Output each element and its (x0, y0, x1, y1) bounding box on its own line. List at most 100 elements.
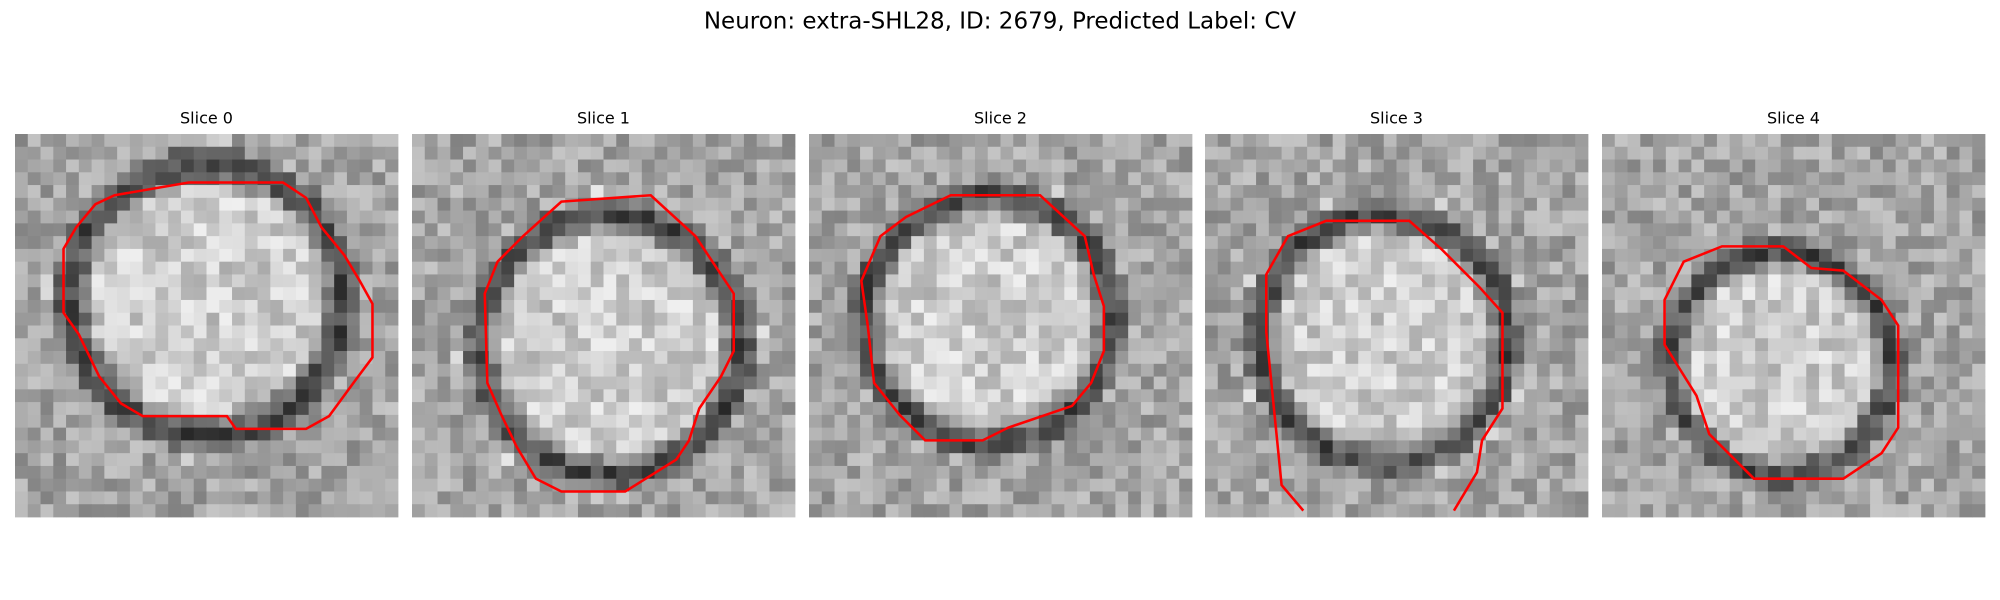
pixel (1819, 248, 1833, 263)
pixel (283, 363, 297, 377)
pixel (155, 287, 169, 301)
pixel (437, 248, 451, 263)
pixel (847, 146, 861, 160)
pixel (860, 172, 874, 186)
pixel (743, 236, 758, 250)
pixel (91, 338, 105, 352)
pixel (168, 402, 182, 416)
pixel (1396, 261, 1410, 275)
pixel (1678, 312, 1692, 326)
pixel (1422, 274, 1436, 288)
panel-title: Slice 4 (1767, 109, 1820, 128)
pixel (244, 402, 258, 416)
pixel (809, 287, 823, 301)
pixel (1511, 159, 1525, 173)
pixel (962, 287, 976, 301)
pixel (1704, 223, 1718, 237)
pixel (359, 491, 373, 505)
pixel (821, 363, 835, 377)
pixel (923, 478, 938, 492)
pixel (1844, 453, 1858, 467)
pixel (898, 134, 912, 148)
pixel (1640, 134, 1654, 148)
pixel (1933, 248, 1948, 263)
pixel (1602, 312, 1616, 326)
pixel (1704, 325, 1718, 339)
pixel (193, 274, 207, 288)
pixel (463, 248, 477, 263)
pixel (718, 338, 732, 352)
pixel (1153, 146, 1167, 160)
pixel (526, 414, 541, 429)
pixel (359, 223, 373, 237)
pixel (142, 299, 156, 314)
pixel (1819, 389, 1833, 403)
pixel (1102, 274, 1116, 288)
pixel (680, 248, 694, 263)
pixel (1498, 172, 1512, 186)
pixel (1013, 274, 1027, 288)
pixel (962, 453, 976, 467)
pixel (1102, 491, 1116, 505)
pixel (1383, 504, 1397, 518)
pixel (629, 287, 643, 301)
pixel (270, 504, 284, 518)
pixel (987, 402, 1001, 416)
pixel (180, 210, 195, 224)
pixel (372, 363, 386, 377)
pixel (1064, 465, 1078, 480)
pixel (1870, 376, 1884, 390)
pixel (1230, 248, 1244, 263)
pixel (1704, 440, 1718, 454)
pixel (129, 389, 144, 403)
pixel (475, 478, 489, 492)
pixel (117, 338, 131, 352)
pixel (949, 312, 963, 326)
pixel (1844, 504, 1858, 518)
pixel (1434, 465, 1448, 480)
pixel (1256, 389, 1270, 403)
pixel (308, 363, 322, 377)
pixel (1179, 402, 1193, 416)
pixel (1844, 134, 1858, 148)
pixel (1319, 504, 1334, 518)
pixel (1026, 248, 1040, 263)
pixel (412, 236, 426, 250)
pixel (180, 299, 195, 314)
pixel (1102, 299, 1116, 314)
pixel (1358, 261, 1372, 275)
pixel (346, 197, 361, 211)
pixel (1793, 172, 1807, 186)
pixel (117, 210, 131, 224)
pixel (1908, 465, 1922, 480)
pixel (91, 159, 105, 173)
pixel (66, 338, 80, 352)
pixel (1128, 325, 1142, 339)
pixel (424, 248, 438, 263)
pixel (1013, 248, 1027, 263)
pixel (526, 274, 541, 288)
pixel (1755, 427, 1769, 441)
pixel (821, 197, 835, 211)
pixel (270, 338, 284, 352)
pixel (962, 134, 976, 148)
pixel (180, 478, 195, 492)
pixel (501, 146, 515, 160)
pixel (1370, 504, 1385, 518)
pixel (1959, 414, 1973, 429)
pixel (15, 197, 29, 211)
pixel (1767, 172, 1782, 186)
pixel (53, 146, 67, 160)
pixel (885, 453, 899, 467)
pixel (1793, 223, 1807, 237)
pixel (424, 146, 438, 160)
pixel (629, 363, 643, 377)
pixel (1166, 491, 1180, 505)
pixel (488, 159, 502, 173)
pixel (526, 223, 541, 237)
pixel (283, 504, 297, 518)
pixel (1077, 261, 1091, 275)
pixel (539, 134, 553, 148)
pixel (1434, 223, 1448, 237)
pixel (1434, 197, 1448, 211)
